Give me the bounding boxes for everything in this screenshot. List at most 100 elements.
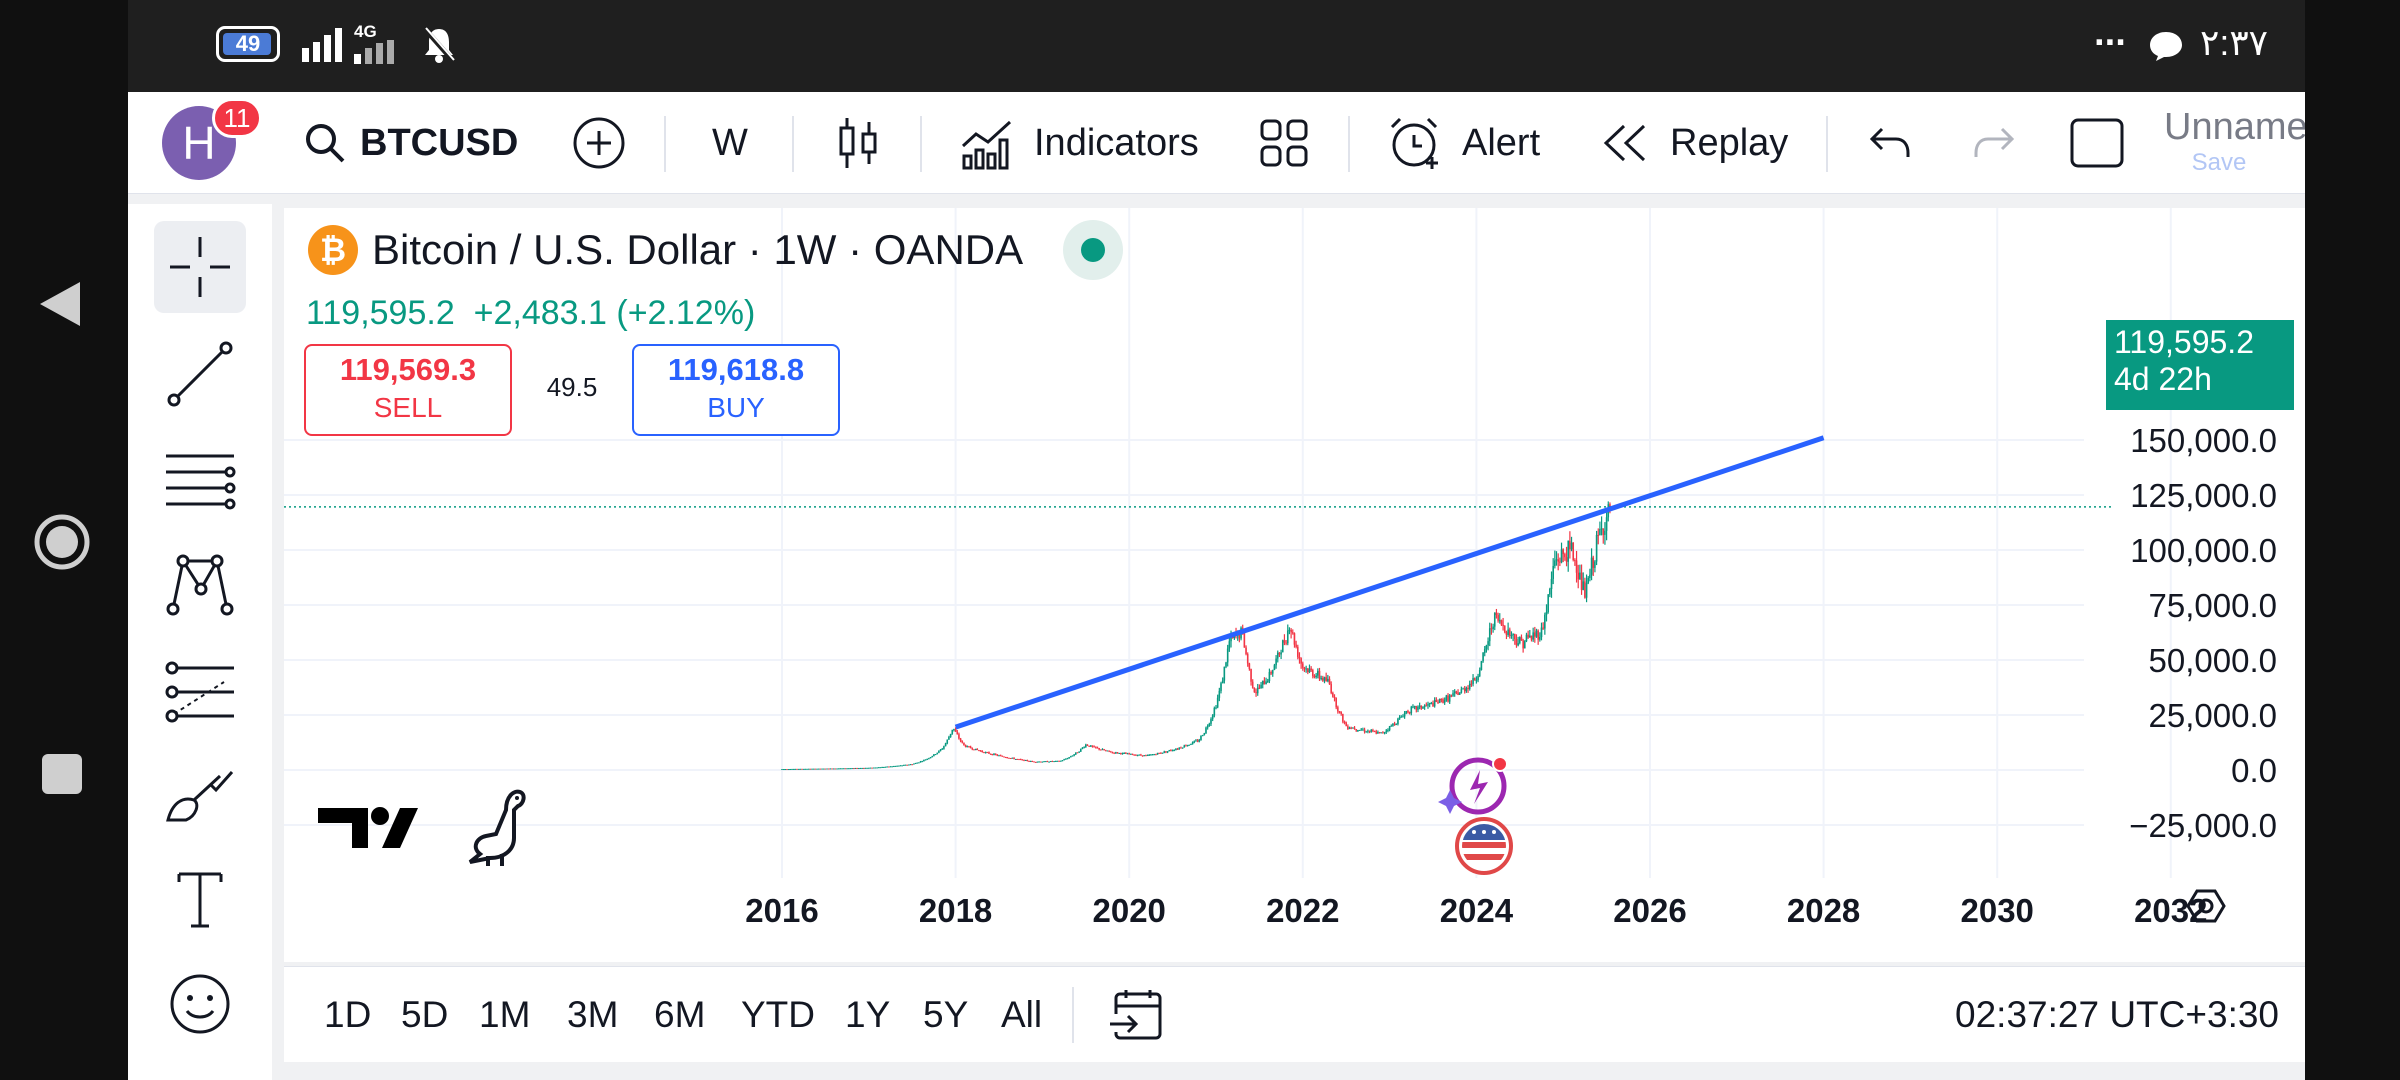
- candle-body: [1038, 761, 1040, 763]
- clock: ۲:۳۷: [2200, 22, 2269, 63]
- back-icon[interactable]: [36, 278, 84, 330]
- fullscreen-button[interactable]: [2070, 92, 2124, 194]
- indicators-button[interactable]: Indicators: [960, 92, 1199, 194]
- candle-body: [1475, 680, 1478, 682]
- candle-body: [832, 768, 835, 770]
- candle-body: [941, 748, 944, 750]
- us-flag-event-icon[interactable]: [1455, 817, 1513, 875]
- range-1d-button[interactable]: 1D: [324, 967, 371, 1063]
- redo-button[interactable]: [1972, 92, 2016, 194]
- templates-button[interactable]: [1260, 92, 1308, 194]
- price-chart[interactable]: 150,000.0 125,000.0 100,000.0 75,000.0 50,00…: [284, 208, 2305, 962]
- candle-body: [1195, 740, 1197, 742]
- candle-body: [881, 766, 883, 768]
- candle-body: [1495, 612, 1498, 616]
- brush-tool[interactable]: [154, 750, 246, 842]
- range-3m-button[interactable]: 3M: [567, 967, 618, 1063]
- sell-button[interactable]: 119,569.3 SELL: [304, 344, 512, 436]
- symbol-search-button[interactable]: BTCUSD: [304, 92, 518, 194]
- candle-body: [1168, 750, 1171, 752]
- text-tool[interactable]: [154, 854, 246, 946]
- candle-body: [1071, 755, 1074, 757]
- candle-body: [1507, 629, 1509, 635]
- trend-line-drawing[interactable]: [954, 435, 1825, 730]
- candle-body: [989, 753, 992, 755]
- candle-body: [971, 748, 974, 750]
- candle-body: [1121, 753, 1124, 755]
- candle-body: [1485, 645, 1488, 650]
- goto-date-button[interactable]: [1108, 967, 1164, 1063]
- timezone-clock-button[interactable]: 02:37:27 UTC+3:30: [1955, 967, 2279, 1063]
- candle-body: [888, 766, 890, 768]
- candle-body: [1585, 583, 1588, 598]
- price-tick-label: 150,000.0: [2130, 422, 2277, 459]
- buy-price: 119,618.8: [667, 352, 805, 387]
- range-1m-button[interactable]: 1M: [479, 967, 530, 1063]
- buy-button[interactable]: 119,618.8 BUY: [632, 344, 840, 436]
- candle-body: [1123, 752, 1125, 754]
- compare-symbol-button[interactable]: [572, 92, 626, 194]
- layout-name-button[interactable]: Unnamed Save: [2164, 106, 2305, 186]
- candle-body: [968, 746, 970, 748]
- candle-body: [1465, 687, 1468, 692]
- candle-body: [1206, 726, 1209, 728]
- toolbar-separator: [1348, 116, 1350, 172]
- recents-icon[interactable]: [40, 752, 84, 796]
- candle-body: [1175, 748, 1177, 751]
- candle-body: [1250, 668, 1252, 682]
- interval-button[interactable]: W: [712, 92, 748, 194]
- market-status-indicator[interactable]: [1063, 220, 1124, 280]
- range-ytd-button[interactable]: YTD: [741, 967, 815, 1063]
- interval-label: W: [712, 121, 748, 164]
- candle-body: [1522, 640, 1524, 649]
- mute-bell-icon: [422, 26, 456, 64]
- trend-line-icon: [167, 341, 233, 407]
- candle-body: [1113, 752, 1115, 754]
- candle-body: [1215, 707, 1217, 709]
- alert-button[interactable]: Alert: [1386, 92, 1540, 194]
- candle-body: [1181, 747, 1184, 749]
- chart-area[interactable]: 150,000.0 125,000.0 100,000.0 75,000.0 50,00…: [284, 208, 2305, 962]
- candle-body: [1452, 693, 1454, 696]
- range-5y-button[interactable]: 5Y: [923, 967, 968, 1063]
- home-icon[interactable]: [32, 512, 92, 572]
- chart-type-button[interactable]: [838, 92, 878, 194]
- candle-body: [1230, 635, 1232, 642]
- crosshair-tool[interactable]: [154, 221, 246, 313]
- ai-spark-icon[interactable]: [1438, 756, 1508, 815]
- range-6m-button[interactable]: 6M: [654, 967, 705, 1063]
- candle-body: [1098, 748, 1100, 750]
- time-tick-label: 2030: [1960, 892, 2033, 929]
- symbol-legend[interactable]: ₿ Bitcoin / U.S. Dollar · 1W · OANDA: [308, 220, 1124, 280]
- candle-body: [1480, 661, 1483, 670]
- candle-body: [1185, 745, 1187, 747]
- candle-body: [1258, 687, 1261, 689]
- time-tick-label: 2020: [1092, 892, 1165, 929]
- axis-settings-icon[interactable]: [2186, 889, 2226, 923]
- range-label: 5D: [401, 994, 449, 1035]
- range-all-button[interactable]: All: [1001, 967, 1042, 1063]
- redo-icon: [1974, 127, 2015, 157]
- candle-body: [1337, 707, 1339, 712]
- candle-body: [1110, 751, 1112, 753]
- candle-body: [1345, 722, 1347, 727]
- range-5d-button[interactable]: 5D: [401, 967, 448, 1063]
- range-1y-button[interactable]: 1Y: [845, 967, 890, 1063]
- undo-button[interactable]: [1868, 92, 1912, 194]
- candle-body: [976, 748, 979, 751]
- candle-body: [1009, 758, 1012, 760]
- candle-body: [1130, 753, 1132, 755]
- candle-body: [1527, 634, 1529, 638]
- trend-line-tool[interactable]: [154, 328, 246, 420]
- candle-body: [1455, 691, 1458, 693]
- dino-icon[interactable]: [468, 789, 526, 866]
- forecast-tool[interactable]: [154, 646, 246, 738]
- candle-body: [1210, 719, 1212, 724]
- fib-tool[interactable]: [154, 434, 246, 526]
- emoji-tool[interactable]: [154, 958, 246, 1050]
- tradingview-logo[interactable]: [318, 807, 418, 848]
- pattern-tool[interactable]: [154, 538, 246, 630]
- replay-button[interactable]: Replay: [1602, 92, 1788, 194]
- candle-body: [969, 746, 972, 749]
- candle-body: [1367, 730, 1369, 732]
